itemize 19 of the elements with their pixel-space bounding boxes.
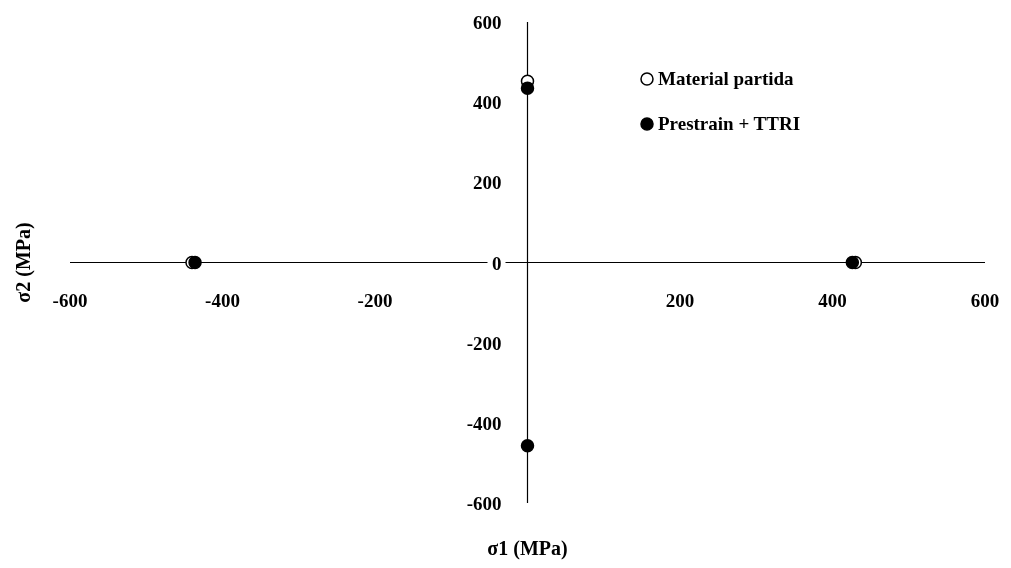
y-axis-title: σ2 (MPa) [12,222,35,303]
x-axis-title: σ1 (MPa) [487,537,568,560]
legend-label: Material partida [658,68,795,89]
point [520,438,535,453]
x-tick-label: -400 [205,289,240,311]
y-tick-label: 400 [473,92,502,114]
y-tick-label: 200 [473,172,502,194]
y-tick-label: -200 [466,332,502,354]
x-tick-label: 200 [665,289,695,311]
x-tick-label: 400 [818,289,847,311]
legend-label: Prestrain + TTRI [658,113,801,134]
x-tick-label: 600 [970,289,1000,311]
y-tick-label: 0 [492,252,502,274]
x-tick-label: -600 [52,289,88,311]
x-tick-label: -200 [357,289,393,311]
y-tick-label: -400 [466,412,502,434]
y-tick-label: 600 [473,12,502,33]
y-tick-label: -600 [466,493,502,514]
point [520,81,535,95]
